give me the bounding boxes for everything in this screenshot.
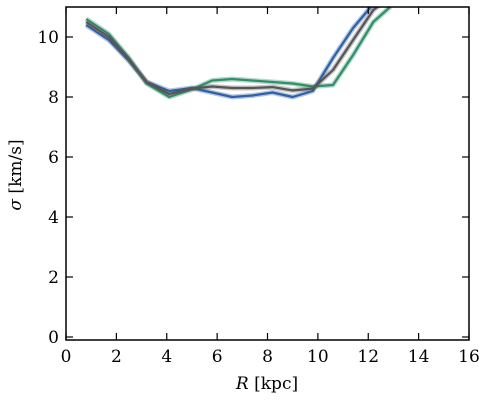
x-tick-label-4: 4	[161, 347, 172, 367]
x-axis-unit: [kpc]	[249, 374, 298, 394]
x-tick-label-14: 14	[408, 347, 430, 367]
axis-ticks: 0 2 4 6 8 10 12 14 16 0 2 4 6 8 10	[37, 7, 480, 367]
y-tick-label-8: 8	[48, 88, 59, 108]
x-axis-label: R [kpc]	[235, 374, 298, 394]
x-tick-label-8: 8	[262, 347, 273, 367]
y-axis-unit: [km/s]	[6, 139, 26, 199]
x-tick-label-12: 12	[357, 347, 379, 367]
series-2-line	[85, 7, 380, 96]
y-tick-label-2: 2	[48, 268, 59, 288]
y-tick-label-6: 6	[48, 148, 59, 168]
series-lines	[84, 7, 394, 100]
x-tick-label-0: 0	[61, 347, 72, 367]
x-tick-label-16: 16	[458, 347, 480, 367]
y-tick-label-0: 0	[48, 328, 59, 348]
x-tick-label-2: 2	[111, 347, 122, 367]
y-tick-label-10: 10	[37, 28, 59, 48]
y-axis-symbol: σ	[6, 199, 26, 211]
x-axis-symbol: R	[235, 374, 249, 394]
y-tick-label-4: 4	[48, 208, 59, 228]
x-tick-label-6: 6	[212, 347, 223, 367]
y-axis-label: σ [km/s]	[6, 139, 26, 210]
x-tick-label-10: 10	[307, 347, 329, 367]
